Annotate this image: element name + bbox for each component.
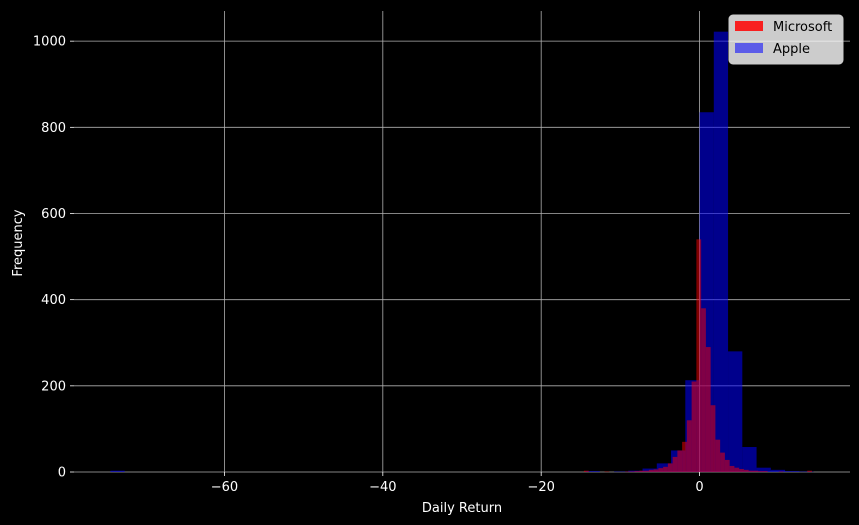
apple-bar (785, 471, 800, 472)
legend-swatch-apple (735, 43, 763, 53)
microsoft-bar (778, 471, 784, 473)
y-tick-label: 400 (41, 293, 66, 308)
microsoft-bar (686, 420, 692, 472)
x-tick-label: −20 (527, 480, 554, 495)
microsoft-bar (604, 471, 610, 473)
microsoft-bar (729, 465, 735, 472)
apple-bar (728, 351, 743, 472)
x-tick-label: −40 (369, 480, 396, 495)
microsoft-bar (634, 471, 640, 472)
legend-label-apple: Apple (773, 42, 810, 57)
apple-bar (585, 471, 600, 472)
y-tick-label: 1000 (33, 35, 66, 50)
microsoft-bar (748, 470, 754, 472)
apple-bar (614, 471, 629, 473)
microsoft-bar (667, 463, 673, 472)
y-tick-label: 800 (41, 121, 66, 136)
apple-bar (713, 31, 729, 473)
y-tick-label: 600 (41, 207, 66, 222)
y-tick-label: 200 (41, 379, 66, 394)
microsoft-bar (629, 471, 635, 473)
microsoft-bar (672, 456, 678, 472)
microsoft-bar (743, 469, 749, 472)
microsoft-bar (724, 459, 730, 472)
apple-bar (770, 469, 786, 472)
microsoft-bar (705, 347, 711, 472)
microsoft-bar (648, 469, 654, 472)
x-axis-label: Daily Return (422, 501, 502, 516)
y-axis-ticks: 0 200 400 600 800 1000 (33, 35, 74, 481)
apple-bar (742, 447, 757, 472)
microsoft-bar (739, 468, 744, 472)
x-tick-label: −60 (211, 480, 238, 495)
microsoft-bar (639, 470, 645, 472)
microsoft-bar (701, 308, 706, 472)
apple-bar (799, 471, 814, 473)
y-axis-label: Frequency (11, 209, 26, 276)
microsoft-bar (710, 405, 716, 472)
microsoft-bar (653, 469, 659, 472)
microsoft-bar (583, 470, 589, 472)
legend: Microsoft Apple (728, 14, 844, 65)
apple-bar (756, 467, 771, 472)
microsoft-bar (715, 439, 721, 472)
microsoft-bar (625, 471, 630, 473)
x-tick-label: 0 (695, 480, 703, 495)
microsoft-bar (682, 441, 687, 472)
microsoft-bar (658, 468, 664, 472)
microsoft-bar (758, 471, 763, 472)
microsoft-bar (691, 381, 697, 472)
microsoft-bar (753, 470, 759, 472)
apple-bar (110, 470, 125, 472)
microsoft-bar (762, 471, 768, 472)
microsoft-bar (720, 452, 725, 472)
x-axis-ticks: −60 −40 −20 0 (211, 472, 704, 495)
legend-swatch-microsoft (735, 21, 763, 31)
legend-label-microsoft: Microsoft (773, 20, 832, 35)
microsoft-bar (696, 239, 702, 472)
microsoft-bar (807, 470, 812, 472)
microsoft-bars (583, 239, 812, 473)
microsoft-bar (644, 470, 649, 472)
y-tick-label: 0 (58, 466, 66, 481)
microsoft-bar (663, 466, 668, 472)
microsoft-bar (677, 450, 683, 472)
microsoft-bar (734, 467, 740, 472)
